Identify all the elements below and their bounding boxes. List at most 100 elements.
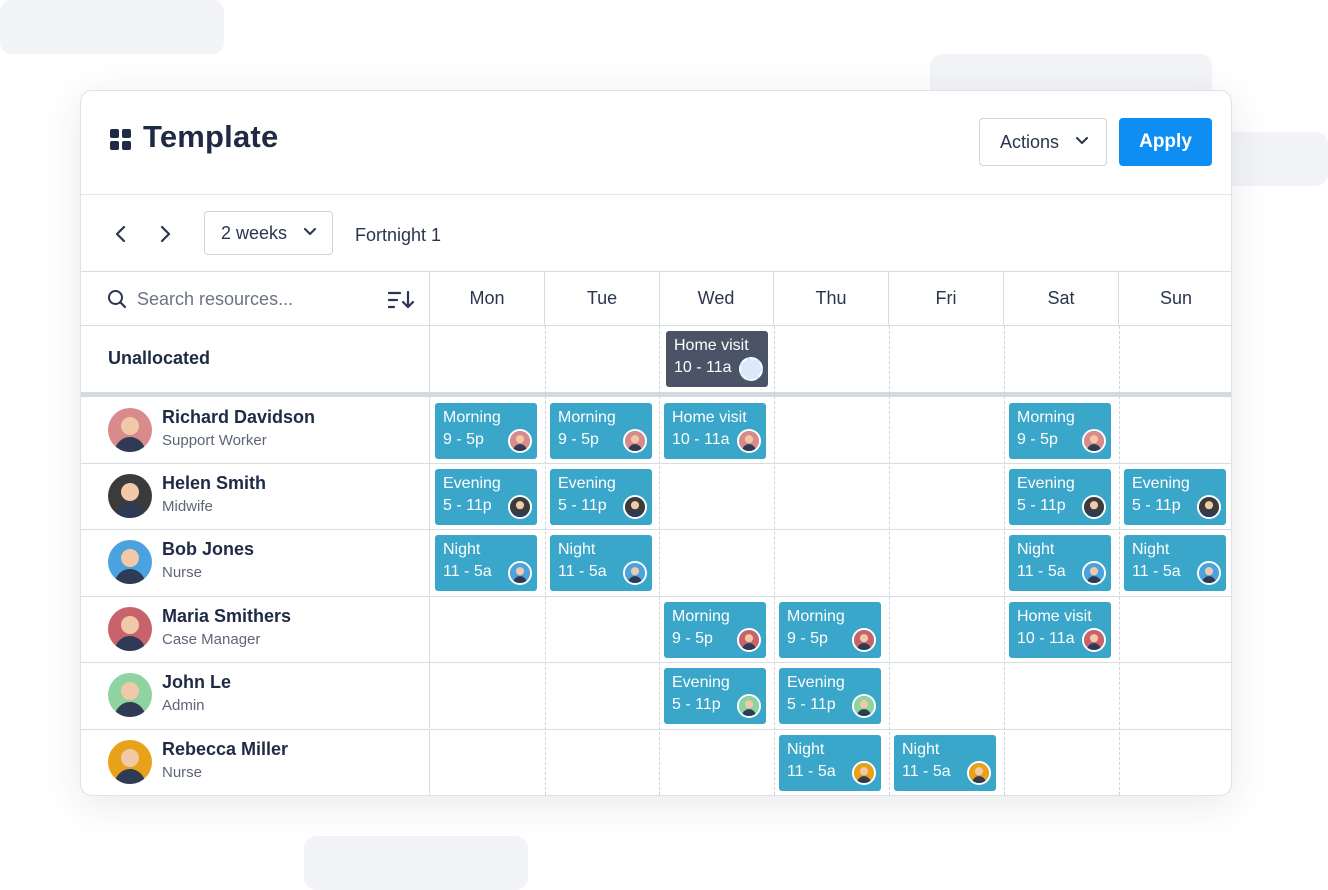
toolbar: 2 weeks Fortnight 1 bbox=[81, 195, 1231, 272]
shift-label: Night bbox=[558, 541, 596, 558]
resource-name[interactable]: John Le bbox=[162, 672, 232, 692]
shift-time: 9 - 5p bbox=[672, 630, 713, 647]
resource-name[interactable]: Helen Smith bbox=[162, 473, 267, 493]
shift-time: 11 - 5a bbox=[902, 763, 951, 780]
shift-avatar bbox=[1082, 628, 1106, 652]
avatar bbox=[108, 408, 152, 452]
resource-row: Maria Smithers Case Manager bbox=[81, 596, 1231, 662]
shift-avatar bbox=[737, 694, 761, 718]
shift-block[interactable]: Morning 9 - 5p bbox=[1009, 403, 1111, 459]
shift-avatar bbox=[1082, 495, 1106, 519]
shift-label: Home visit bbox=[1017, 608, 1092, 625]
resource-name-cell: John Le Admin bbox=[81, 662, 430, 728]
shift-block[interactable]: Morning 9 - 5p bbox=[435, 403, 537, 459]
background-placeholder bbox=[304, 836, 528, 890]
row-divider bbox=[81, 529, 1231, 530]
resource-row: Helen Smith Midwife bbox=[81, 463, 1231, 529]
search-input[interactable] bbox=[137, 286, 337, 312]
shift-block[interactable]: Night 11 - 5a bbox=[435, 535, 537, 591]
shift-label: Morning bbox=[1017, 409, 1075, 426]
shift-avatar bbox=[852, 694, 876, 718]
unassigned-avatar-icon bbox=[739, 357, 763, 381]
shift-block[interactable]: Night 11 - 5a bbox=[894, 735, 996, 791]
resource-name[interactable]: Richard Davidson bbox=[162, 407, 316, 427]
shift-label: Night bbox=[902, 741, 940, 758]
shift-time: 5 - 11p bbox=[1017, 497, 1066, 514]
shift-block[interactable]: Morning 9 - 5p bbox=[664, 602, 766, 658]
shift-block[interactable]: Home visit 10 - 11a bbox=[1009, 602, 1111, 658]
shift-avatar bbox=[508, 429, 532, 453]
card-header: Template Actions Apply bbox=[81, 91, 1231, 195]
unallocated-row: Unallocated bbox=[81, 326, 1231, 392]
shift-avatar bbox=[852, 628, 876, 652]
apply-button[interactable]: Apply bbox=[1119, 118, 1212, 166]
shift-block[interactable]: Evening 5 - 11p bbox=[435, 469, 537, 525]
shift-block[interactable]: Night 11 - 5a bbox=[1124, 535, 1226, 591]
shift-time: 9 - 5p bbox=[787, 630, 828, 647]
row-divider bbox=[81, 596, 1231, 597]
grid-divider bbox=[1004, 326, 1005, 795]
resource-name[interactable]: Rebecca Miller bbox=[162, 739, 289, 759]
shift-time: 11 - 5a bbox=[443, 563, 492, 580]
shift-block[interactable]: Evening 5 - 11p bbox=[779, 668, 881, 724]
shift-block[interactable]: Home visit 10 - 11a bbox=[666, 331, 768, 387]
shift-avatar bbox=[623, 561, 647, 585]
resource-name[interactable]: Maria Smithers bbox=[162, 606, 292, 626]
avatar bbox=[108, 474, 152, 518]
shift-time: 11 - 5a bbox=[1132, 563, 1181, 580]
page-title: Template bbox=[143, 119, 279, 154]
shift-label: Morning bbox=[558, 409, 616, 426]
shift-label: Evening bbox=[1017, 475, 1075, 492]
shift-block[interactable]: Night 11 - 5a bbox=[779, 735, 881, 791]
shift-time: 11 - 5a bbox=[558, 563, 607, 580]
resource-name[interactable]: Bob Jones bbox=[162, 539, 255, 559]
shift-block[interactable]: Evening 5 - 11p bbox=[664, 668, 766, 724]
shift-label: Morning bbox=[672, 608, 730, 625]
shift-avatar bbox=[1082, 561, 1106, 585]
grid-divider bbox=[889, 326, 890, 795]
day-header-sat: Sat bbox=[1004, 272, 1119, 326]
grid-divider bbox=[774, 326, 775, 795]
shift-block[interactable]: Night 11 - 5a bbox=[1009, 535, 1111, 591]
shift-block[interactable]: Morning 9 - 5p bbox=[550, 403, 652, 459]
shift-block[interactable]: Home visit 10 - 11a bbox=[664, 403, 766, 459]
shift-block[interactable]: Night 11 - 5a bbox=[550, 535, 652, 591]
resource-name-cell: Rebecca Miller Nurse bbox=[81, 729, 430, 795]
shift-time: 5 - 11p bbox=[1132, 497, 1181, 514]
shift-block[interactable]: Morning 9 - 5p bbox=[779, 602, 881, 658]
chevron-right-icon[interactable] bbox=[157, 225, 173, 243]
shift-avatar bbox=[1197, 561, 1221, 585]
shift-avatar bbox=[737, 628, 761, 652]
shift-avatar bbox=[508, 495, 532, 519]
template-card: Template Actions Apply 2 weeks Fortnight… bbox=[80, 90, 1232, 796]
shift-block[interactable]: Evening 5 - 11p bbox=[550, 469, 652, 525]
shift-block[interactable]: Evening 5 - 11p bbox=[1009, 469, 1111, 525]
grid-divider bbox=[659, 326, 660, 795]
day-header-wed: Wed bbox=[659, 272, 774, 326]
resource-name-cell: Richard Davidson Support Worker bbox=[81, 397, 430, 463]
sort-icon[interactable] bbox=[387, 289, 415, 311]
shift-avatar bbox=[1197, 495, 1221, 519]
shift-label: Night bbox=[1017, 541, 1055, 558]
shift-time: 5 - 11p bbox=[672, 696, 721, 713]
shift-time: 9 - 5p bbox=[558, 431, 599, 448]
shift-time: 10 - 11a bbox=[674, 359, 732, 376]
chevron-left-icon[interactable] bbox=[113, 225, 129, 243]
day-header-thu: Thu bbox=[774, 272, 889, 326]
shift-label: Evening bbox=[1132, 475, 1190, 492]
actions-button[interactable]: Actions bbox=[979, 118, 1107, 166]
range-select[interactable]: 2 weeks bbox=[204, 211, 333, 255]
shift-block[interactable]: Evening 5 - 11p bbox=[1124, 469, 1226, 525]
unallocated-name-cell: Unallocated bbox=[81, 326, 430, 392]
shift-label: Night bbox=[1132, 541, 1170, 558]
shift-time: 5 - 11p bbox=[443, 497, 492, 514]
resource-role: Case Manager bbox=[162, 631, 261, 648]
section-divider bbox=[81, 392, 1231, 397]
row-divider bbox=[81, 463, 1231, 464]
shift-label: Night bbox=[787, 741, 825, 758]
day-header-tue: Tue bbox=[545, 272, 660, 326]
avatar bbox=[108, 540, 152, 584]
resource-name-cell: Maria Smithers Case Manager bbox=[81, 596, 430, 662]
resource-role: Nurse bbox=[162, 564, 203, 581]
row-divider bbox=[81, 729, 1231, 730]
